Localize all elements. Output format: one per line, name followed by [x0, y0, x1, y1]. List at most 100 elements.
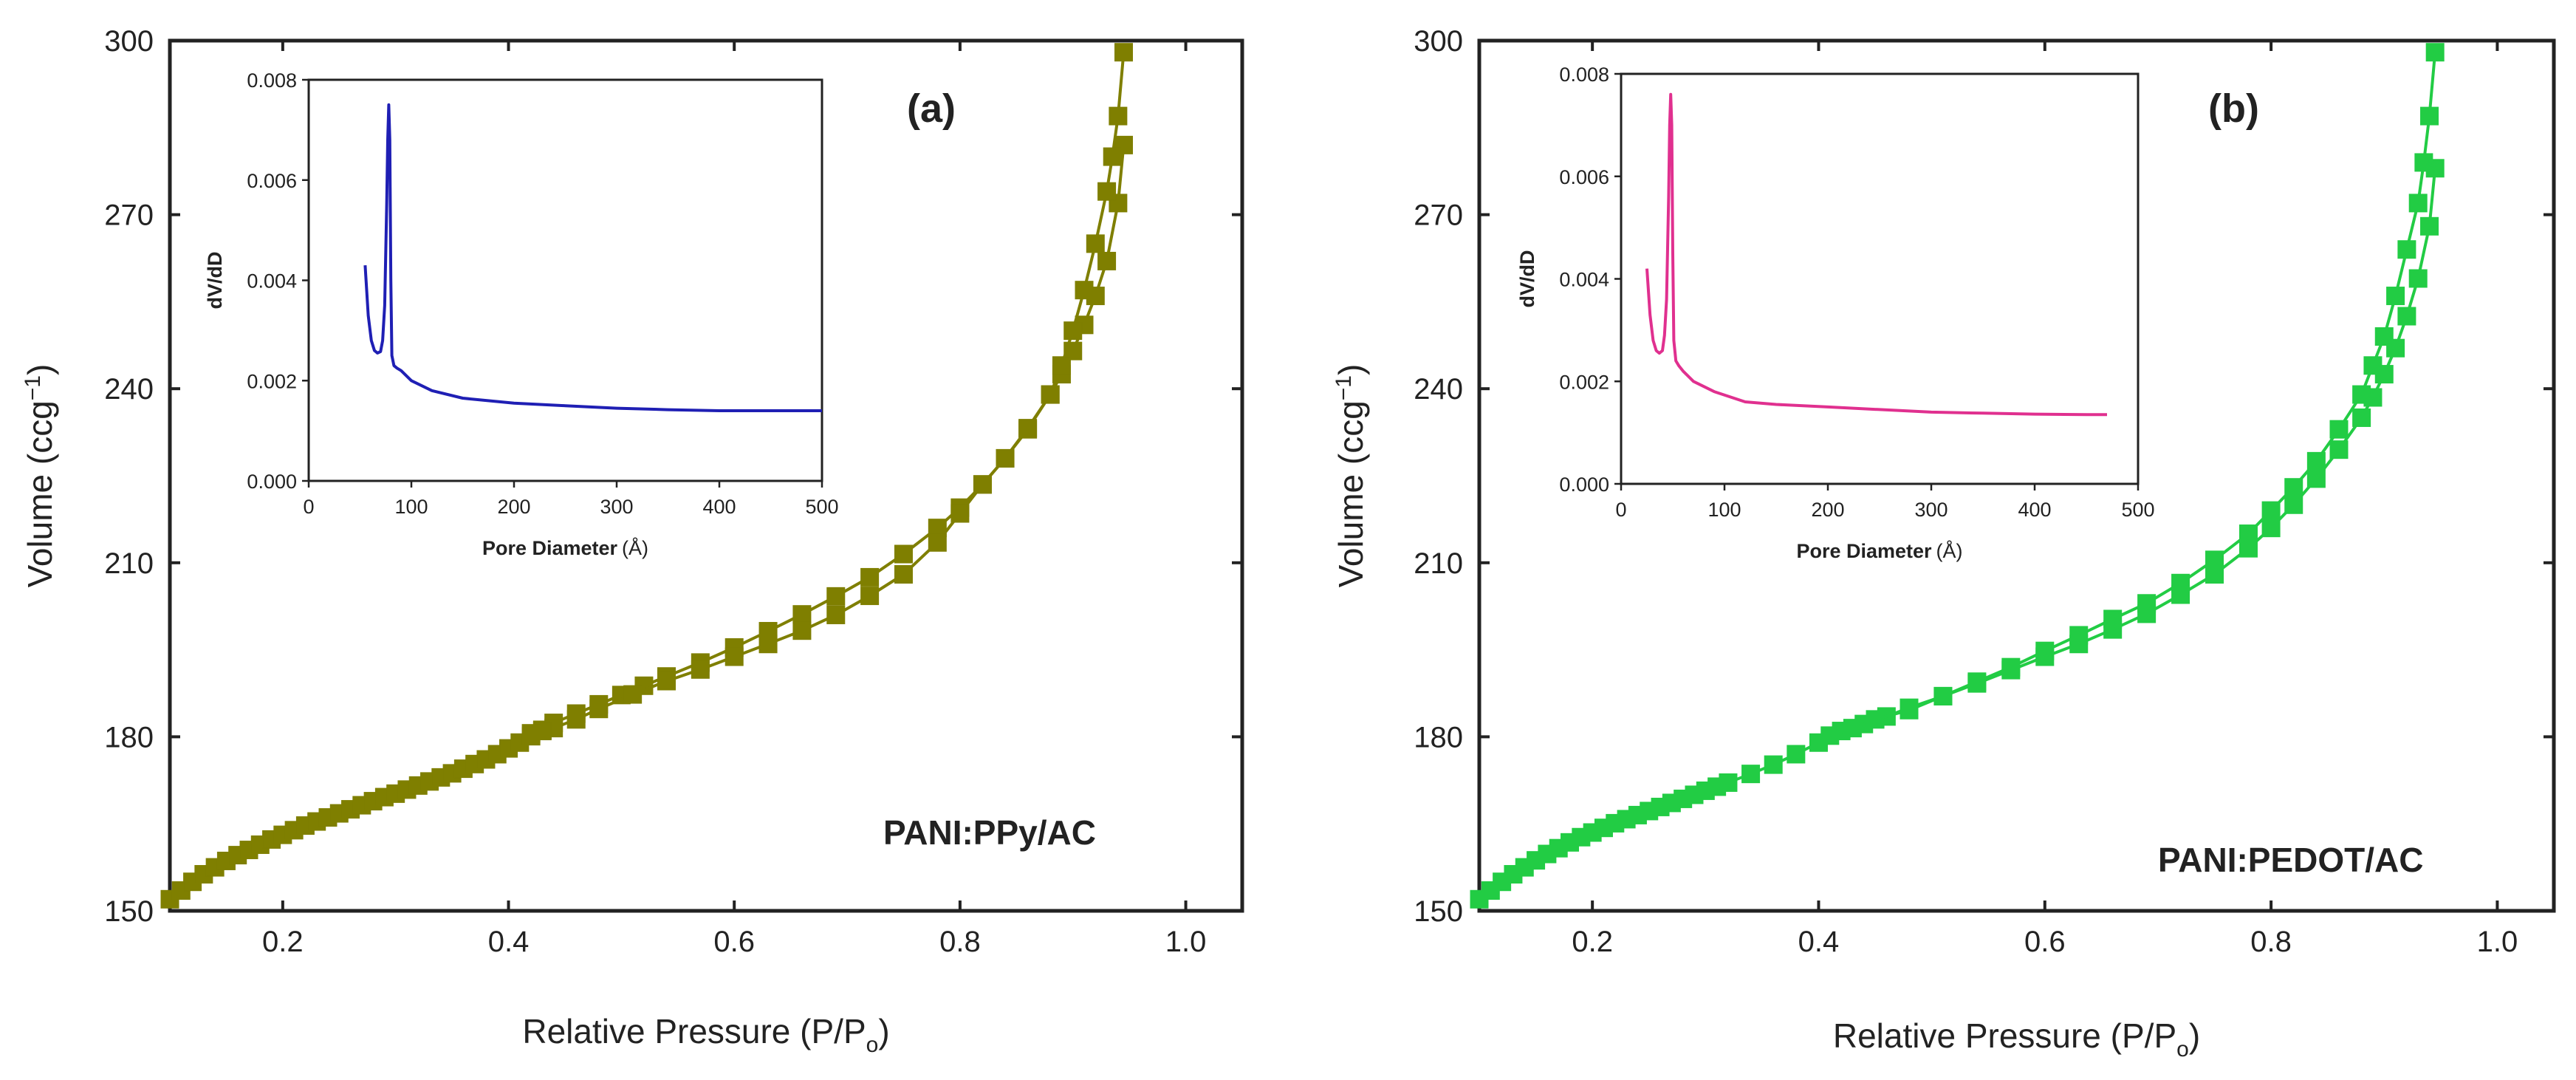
data-point-desorption [2284, 478, 2303, 497]
y-axis-label-text: Volume (ccg [21, 400, 59, 587]
x-axis-label-close: ) [2189, 1016, 2200, 1055]
data-point-desorption [2261, 501, 2281, 520]
data-point-desorption [2035, 641, 2055, 660]
data-point-adsorption [1097, 251, 1117, 270]
y-axis-label: Volume (ccg−1) [1332, 364, 1370, 588]
data-point-adsorption [1787, 745, 1806, 764]
x-tick-label: 1.0 [2477, 926, 2518, 958]
data-point-desorption [2137, 594, 2157, 613]
panel-label: (a) [907, 86, 956, 131]
data-point-desorption [1843, 719, 1862, 738]
data-point-desorption [2001, 657, 2021, 677]
data-point-adsorption [792, 605, 812, 624]
y-axis-label-sup: −1 [21, 375, 45, 400]
data-point-adsorption [1764, 755, 1783, 774]
series-desorption [521, 43, 1134, 743]
data-point-desorption [2306, 451, 2326, 471]
data-point-adsorption [1741, 765, 1761, 784]
inset-x-tick-label: 200 [497, 496, 530, 518]
data-point-desorption [1900, 700, 1919, 720]
inset-x-axis-label-text: Pore Diameter [1796, 540, 1932, 562]
inset-x-axis-label: Pore Diameter (Å) [482, 536, 648, 559]
inset-series-line [363, 103, 822, 412]
data-point-adsorption [2352, 408, 2371, 427]
inset-chart: 0 100 200 300 400 500 0.000 0.002 0.004 0.006 0.00… [204, 69, 839, 559]
data-point-desorption [2171, 573, 2190, 592]
x-tick-label: 0.4 [1798, 926, 1840, 958]
inset-x-tick-label: 100 [1707, 499, 1741, 521]
x-tick-label: 0.8 [939, 926, 981, 958]
inset-x-tick-label: 500 [2121, 499, 2154, 521]
y-tick-label: 150 [1414, 895, 1463, 928]
panel-b: 0.2 0.4 0.6 0.8 1.0 150 180 210 240 270 300 Relativ… [1332, 25, 2556, 1062]
y-axis-label: Volume (ccg−1) [21, 364, 59, 588]
data-point-desorption [1967, 672, 1987, 691]
data-point-adsorption [894, 544, 913, 564]
data-point-desorption [2414, 153, 2433, 172]
inset-x-axis-label: Pore Diameter (Å) [1796, 539, 1962, 562]
data-point-desorption [2386, 287, 2405, 306]
sample-label: PANI:PPy/AC [883, 813, 1096, 852]
data-point-desorption [2374, 327, 2394, 346]
y-axis-label-close: ) [1332, 364, 1370, 375]
x-axis-label-text: Relative Pressure (P/P [1833, 1016, 2176, 1055]
data-point-desorption [1109, 106, 1128, 126]
data-point-desorption [623, 685, 643, 704]
inset-y-tick-label: 0.008 [247, 69, 297, 92]
data-point-desorption [1052, 356, 1071, 375]
inset-y-tick-label: 0.002 [1559, 371, 1609, 393]
data-point-desorption [1097, 182, 1117, 201]
series-line-desorption [530, 52, 1126, 735]
data-point-desorption [826, 605, 846, 624]
inset-y-tick-label: 0.004 [247, 270, 297, 293]
inset-y-tick-label: 0.006 [1559, 166, 1609, 188]
data-point-desorption [1103, 147, 1122, 166]
inset-x-tick-label: 0 [303, 496, 314, 518]
data-point-desorption [1063, 321, 1083, 341]
y-tick-label: 300 [1414, 25, 1463, 58]
inset-x-tick-label: 300 [1914, 499, 1948, 521]
x-tick-label: 0.4 [488, 926, 530, 958]
data-point-desorption [2069, 626, 2089, 645]
x-axis-label-sub: o [866, 1033, 879, 1057]
data-point-desorption [521, 724, 541, 743]
x-tick-label: 1.0 [1165, 926, 1207, 958]
data-point-adsorption [2397, 307, 2416, 326]
x-tick-label: 0.2 [262, 926, 304, 958]
sample-label: PANI:PEDOT/AC [2158, 841, 2424, 879]
inset-x-tick-label: 200 [1811, 499, 1844, 521]
x-tick-label: 0.2 [1572, 926, 1613, 958]
data-point-desorption [691, 660, 710, 679]
data-point-adsorption [2284, 495, 2303, 514]
data-point-adsorption [2420, 216, 2439, 236]
x-tick-label: 0.6 [713, 926, 755, 958]
y-tick-label: 270 [1414, 199, 1463, 232]
data-point-desorption [1820, 726, 1840, 745]
x-axis-label-text: Relative Pressure (P/P [522, 1012, 866, 1050]
data-point-desorption [2397, 240, 2416, 259]
inset-series-line [1645, 92, 2107, 417]
y-axis-label-text: Volume (ccg [1332, 400, 1370, 587]
x-axis-label-close: ) [878, 1012, 889, 1050]
inset-y-axis-label: dV/dD [204, 252, 226, 310]
inset-chart: 0 100 200 300 400 500 0.000 0.002 0.004 0.006 0.00… [1516, 64, 2155, 562]
data-point-desorption [1075, 281, 1094, 300]
y-tick-label: 210 [104, 547, 154, 580]
inset-x-tick-label: 0 [1615, 499, 1626, 521]
inset-x-tick-label: 300 [600, 496, 633, 518]
data-point-desorption [2329, 420, 2349, 439]
y-tick-label: 180 [104, 721, 154, 753]
data-point-desorption [2425, 43, 2445, 62]
data-point-adsorption [826, 587, 846, 606]
data-point-desorption [1086, 234, 1105, 253]
data-point-desorption [1114, 43, 1134, 62]
y-axis-label-sup: −1 [1332, 375, 1356, 400]
inset-x-tick-label: 400 [2018, 499, 2051, 521]
inset-y-axis-label: dV/dD [1516, 250, 1538, 308]
data-point-desorption [860, 587, 880, 606]
inset-x-tick-label: 500 [805, 496, 838, 518]
data-point-desorption [950, 504, 970, 523]
inset-x-axis-label-unit: (Å) [1936, 539, 1963, 562]
data-point-desorption [894, 565, 913, 584]
data-point-desorption [2238, 524, 2258, 544]
